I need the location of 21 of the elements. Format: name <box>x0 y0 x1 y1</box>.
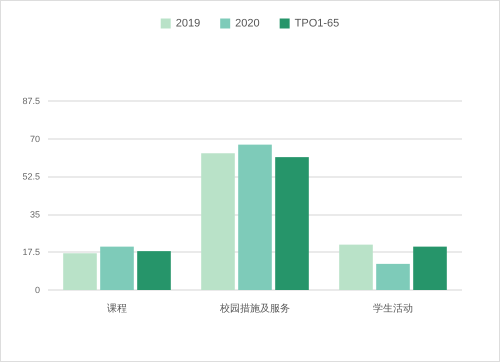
bar <box>63 253 97 290</box>
x-tick-label: 学生活动 <box>373 302 413 314</box>
y-tick-label: 87.5 <box>22 96 40 106</box>
legend-label: TPO1-65 <box>294 18 340 30</box>
y-tick-label: 52.5 <box>22 172 40 182</box>
legend-label: 2019 <box>176 18 200 30</box>
x-tick-label: 校园措施及服务 <box>219 302 290 314</box>
y-tick-label: 0 <box>34 285 40 295</box>
x-tick-label: 课程 <box>107 302 127 314</box>
bar <box>275 157 309 290</box>
y-tick-label: 70 <box>30 134 40 144</box>
bar <box>201 153 235 290</box>
y-tick-label: 17.5 <box>22 247 40 258</box>
bar <box>238 144 272 290</box>
bar <box>413 246 447 290</box>
bar <box>376 264 410 290</box>
bar <box>339 244 373 290</box>
bar <box>137 251 171 290</box>
legend-label: 2020 <box>235 18 260 30</box>
y-tick-label: 35 <box>30 209 40 220</box>
bar <box>100 246 134 290</box>
